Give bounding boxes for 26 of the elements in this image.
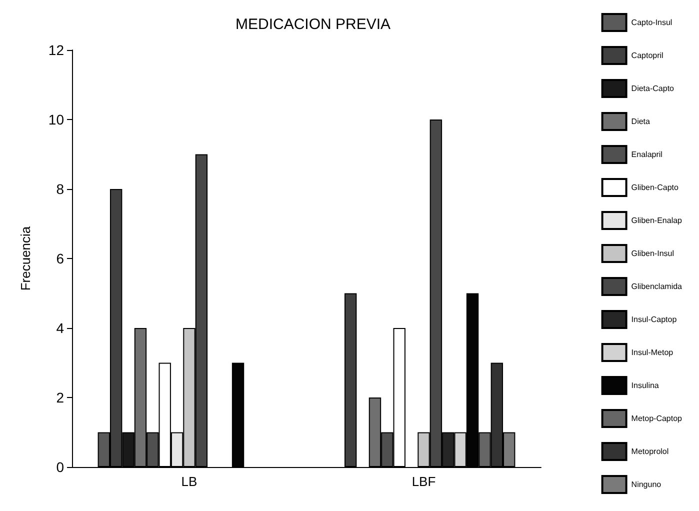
y-tick-label: 12 bbox=[48, 42, 64, 58]
legend-label: Dieta bbox=[631, 117, 651, 126]
legend-label: Dieta-Capto bbox=[631, 84, 675, 93]
legend-label: Enalapril bbox=[631, 150, 663, 159]
y-tick-label: 2 bbox=[56, 390, 64, 406]
y-axis-title: Frecuencia bbox=[18, 226, 33, 291]
legend-label: Gliben-Capto bbox=[631, 183, 679, 192]
legend-label: Gliben-Insul bbox=[631, 249, 674, 258]
legend-label: Metoprolol bbox=[631, 447, 669, 456]
legend-label: Glibenclamida bbox=[631, 282, 683, 291]
y-tick-label: 10 bbox=[48, 112, 64, 128]
y-tick-label: 0 bbox=[56, 459, 64, 475]
legend-label: Captopril bbox=[631, 51, 664, 60]
legend-label: Ninguno bbox=[631, 480, 662, 489]
y-tick-label: 6 bbox=[56, 250, 64, 266]
x-tick-label: LBF bbox=[412, 474, 436, 489]
x-tick-label: LB bbox=[181, 474, 198, 489]
legend-label: Capto-Insul bbox=[631, 18, 672, 27]
legend-label: Gliben-Enalap bbox=[631, 216, 683, 225]
legend-label: Insul-Metop bbox=[631, 348, 674, 357]
chart-title: MEDICACION PREVIA bbox=[235, 16, 391, 33]
y-tick-label: 8 bbox=[56, 181, 64, 197]
legend-label: Insulina bbox=[631, 381, 660, 390]
legend-label: Metop-Captop bbox=[631, 414, 683, 423]
y-tick-label: 4 bbox=[56, 320, 64, 336]
legend-label: Insul-Captop bbox=[631, 315, 678, 324]
